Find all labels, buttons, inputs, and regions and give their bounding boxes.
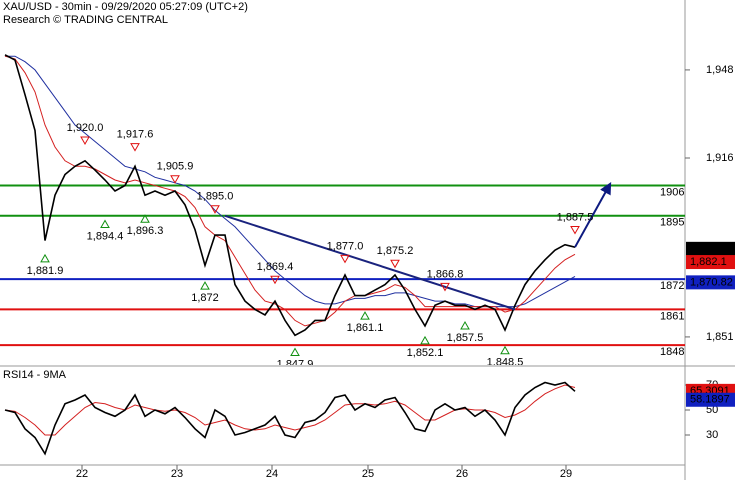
price-badge-label: 1,883 xyxy=(690,243,718,255)
x-tick-label: 23 xyxy=(171,468,183,480)
high-marker xyxy=(130,143,140,152)
price-panel: 1906 1895 1872 1861 1848 1,920.0 1,917.6 1,905.… xyxy=(0,54,685,370)
price-badge xyxy=(686,392,735,407)
x-tick-label: 22 xyxy=(76,468,88,480)
low-marker xyxy=(420,335,430,345)
high-label: 1,917.6 xyxy=(117,129,154,141)
price-badge-label: 1,882.1 xyxy=(690,256,727,268)
x-tick-label: 26 xyxy=(456,468,468,480)
y-tick-label: 1,948 xyxy=(706,64,734,76)
low-label: 1,896.3 xyxy=(127,225,164,237)
high-label: 1,905.9 xyxy=(157,161,194,173)
low-label: 1,861.1 xyxy=(347,322,384,334)
price-badge-label: 1,870.82 xyxy=(690,276,733,288)
low-label: 1,857.5 xyxy=(447,332,484,344)
rsi-title: RSI14 - 9MA xyxy=(3,369,67,381)
high-label: 1,920.0 xyxy=(67,122,104,134)
high-label: 1,866.8 xyxy=(427,268,464,280)
price-badge xyxy=(686,275,735,290)
low-marker xyxy=(500,345,510,355)
low-marker xyxy=(460,321,470,330)
x-tick-label: 29 xyxy=(560,468,572,480)
low-label: 1,852.1 xyxy=(407,347,444,359)
low-label: 1,881.9 xyxy=(27,265,64,277)
price-badge xyxy=(686,241,735,256)
high-marker xyxy=(440,282,450,292)
low-label: 1,894.4 xyxy=(87,230,124,242)
price-badge-label: 58.1897 xyxy=(690,394,730,406)
y-tick-label: 1,851 xyxy=(706,331,734,343)
low-marker xyxy=(140,214,150,223)
chart-title: XAU/USD - 30min - 09/29/2020 05:27:09 (U… xyxy=(3,1,248,13)
high-label: 1,875.2 xyxy=(377,245,414,257)
right-axis: 1,9481,9161,8517050301,8831,882.11,870.8… xyxy=(685,64,735,441)
low-label: 1,847.9 xyxy=(277,358,314,370)
level-label: 1861 xyxy=(660,310,684,322)
high-label: 1,895.0 xyxy=(197,191,234,203)
high-marker xyxy=(170,175,180,184)
price-badge xyxy=(686,255,735,270)
low-marker xyxy=(290,347,300,356)
low-marker xyxy=(200,281,210,290)
chart-subtitle: Research © TRADING CENTRAL xyxy=(3,14,168,26)
low-label: 1,872 xyxy=(191,292,219,304)
y-tick-label: 1,916 xyxy=(706,152,734,164)
low-marker xyxy=(100,219,110,228)
low-label: 1,848.5 xyxy=(487,357,524,369)
high-marker xyxy=(270,275,280,285)
y-tick-label: 30 xyxy=(706,429,718,441)
level-label: 1872 xyxy=(660,280,684,292)
forecast-arrow xyxy=(574,182,612,248)
series-line xyxy=(4,384,576,436)
high-marker xyxy=(570,225,580,235)
series-line xyxy=(4,381,576,456)
high-marker xyxy=(390,259,400,269)
high-marker xyxy=(340,254,350,264)
high-label: 1,877.0 xyxy=(327,240,364,252)
level-label: 1906 xyxy=(660,186,684,198)
y-tick-label: 50 xyxy=(706,404,718,416)
low-marker xyxy=(40,253,50,263)
trend-line xyxy=(224,214,516,311)
high-marker xyxy=(210,205,220,214)
rsi-panel xyxy=(4,381,576,456)
high-label: 1,869.4 xyxy=(257,261,294,273)
low-marker xyxy=(360,311,370,320)
level-label: 1895 xyxy=(660,217,684,229)
x-tick-label: 25 xyxy=(362,468,374,480)
high-marker xyxy=(80,136,90,145)
high-label: 1,887.5 xyxy=(557,211,594,223)
series-line xyxy=(4,54,576,337)
level-label: 1848 xyxy=(660,346,684,358)
x-tick-label: 24 xyxy=(266,468,278,480)
